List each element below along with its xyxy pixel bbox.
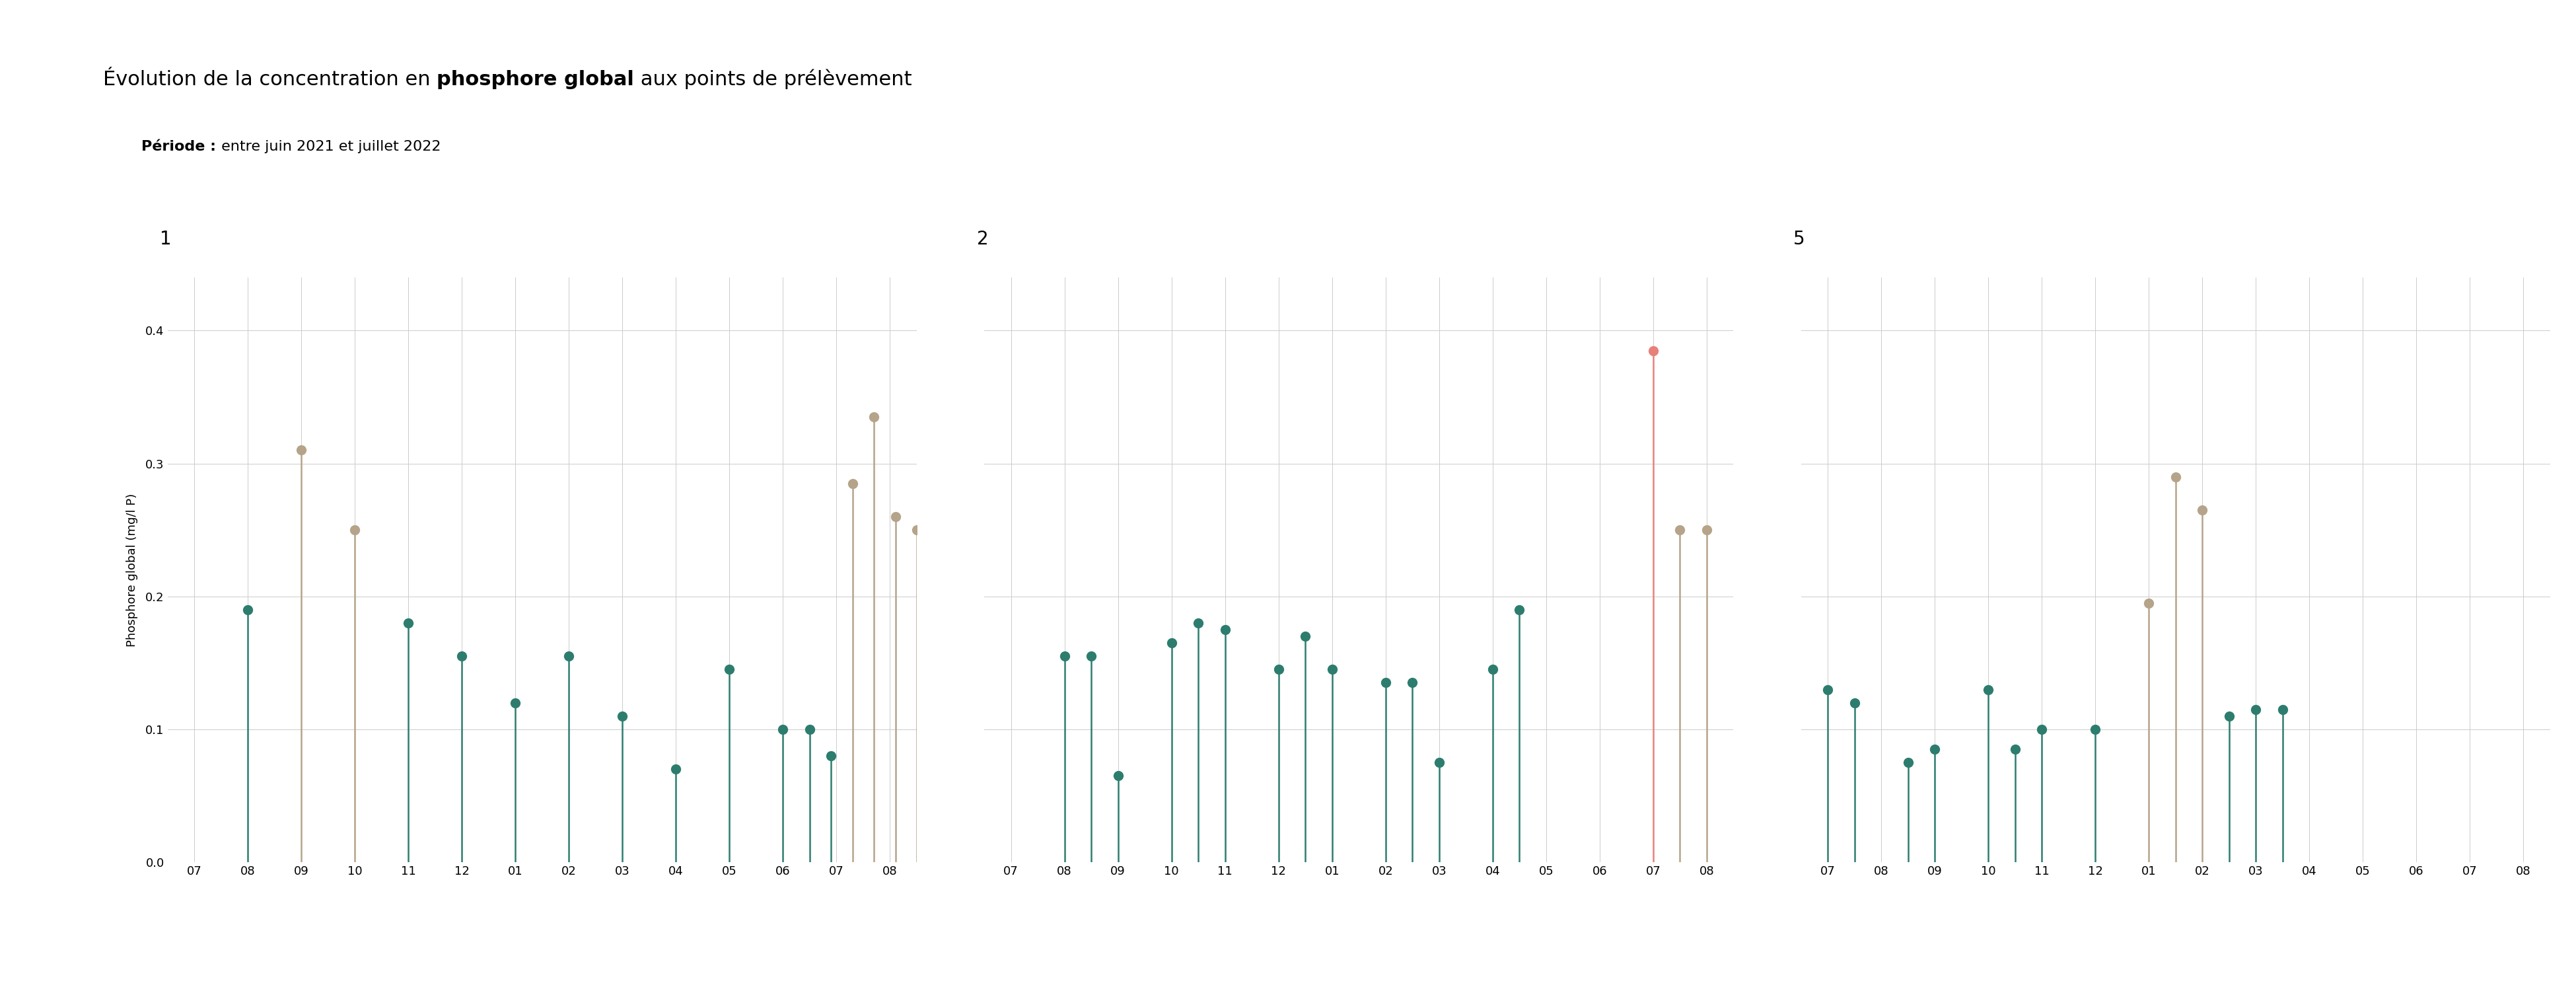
- Text: aux points de prélèvement: aux points de prélèvement: [634, 69, 912, 89]
- Text: 2: 2: [976, 230, 989, 249]
- Text: 5: 5: [1793, 230, 1806, 249]
- Text: 1: 1: [160, 230, 173, 249]
- Text: Évolution de la concentration en: Évolution de la concentration en: [103, 70, 438, 89]
- Y-axis label: Phosphore global (mg/l P): Phosphore global (mg/l P): [126, 494, 139, 646]
- Text: phosphore global: phosphore global: [438, 70, 634, 89]
- Text: entre juin 2021 et juillet 2022: entre juin 2021 et juillet 2022: [216, 141, 440, 154]
- Text: Période :: Période :: [142, 141, 216, 154]
